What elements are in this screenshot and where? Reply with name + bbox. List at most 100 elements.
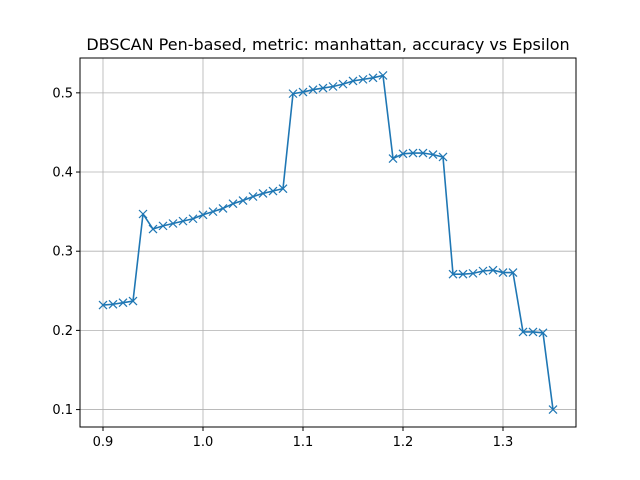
marker-stroke [378,70,388,80]
data-point-marker [248,192,258,201]
data-point-marker [438,152,448,162]
marker-stroke [388,154,398,163]
marker-stroke [488,265,498,275]
data-point-marker [168,219,178,228]
marker-stroke [98,300,108,310]
marker-stroke [328,82,338,91]
y-tick-label: 0.4 [52,166,73,181]
x-tick-label: 1.2 [393,435,414,450]
marker-stroke [408,148,418,158]
marker-stroke [418,148,428,158]
data-point-marker [428,150,438,160]
data-point-marker [128,296,138,306]
data-point-marker [98,300,108,310]
marker-stroke [308,85,318,95]
marker-stroke [428,150,438,160]
marker-stroke [168,219,178,228]
marker-stroke [118,298,128,308]
marker-stroke [468,268,478,278]
marker-stroke [398,149,408,159]
data-point-marker [368,73,378,83]
data-point-marker [538,328,548,338]
data-point-marker [338,79,348,89]
marker-stroke [538,328,548,338]
data-point-marker [518,327,528,337]
data-point-marker [188,214,198,224]
data-point-marker [348,76,358,86]
marker-stroke [108,299,118,309]
marker-stroke [228,199,238,209]
marker-stroke [128,296,138,306]
y-tick-label: 0.3 [52,245,73,260]
marker-stroke [158,221,168,231]
data-point-marker [498,268,508,278]
data-point-marker [118,298,128,308]
marker-stroke [208,207,218,217]
data-point-marker [298,87,308,97]
series-line [102,74,554,410]
marker-stroke [358,74,368,84]
data-point-marker [138,209,148,219]
marker-stroke [258,188,268,198]
data-point-marker [328,82,338,91]
data-point-marker [198,210,208,220]
data-point-marker [318,83,328,93]
data-point-marker [478,266,488,276]
data-point-marker [218,204,228,213]
data-point-marker [108,299,118,309]
marker-stroke [458,269,468,279]
marker-stroke [548,405,558,415]
marker-stroke [178,216,188,226]
marker-stroke [148,224,158,234]
y-tick-label: 0.2 [52,324,73,339]
marker-stroke [508,268,518,278]
marker-stroke [448,269,458,279]
axes [79,57,577,428]
marker-stroke [528,327,538,337]
data-point-marker [458,269,468,279]
data-point-marker [388,154,398,163]
marker-stroke [498,268,508,278]
data-series [98,70,558,415]
data-point-marker [468,268,478,278]
marker-stroke [248,192,258,201]
grid-lines [80,58,576,427]
data-point-marker [548,405,558,415]
data-point-marker [288,89,298,99]
marker-stroke [188,214,198,224]
data-point-marker [398,149,408,159]
marker-stroke [268,186,278,196]
marker-stroke [438,152,448,162]
data-point-marker [268,186,278,196]
x-tick-label: 1.0 [193,435,214,450]
data-point-marker [228,199,238,209]
y-axis-ticks: 0.1 0.2 0.3 0.4 0.5 [52,86,80,418]
data-point-marker [448,269,458,279]
data-point-marker [148,224,158,234]
marker-stroke [298,87,308,97]
data-point-marker [378,70,388,80]
marker-stroke [338,79,348,89]
data-point-marker [488,265,498,275]
data-point-marker [418,148,428,158]
chart-title: DBSCAN Pen-based, metric: manhattan, acc… [86,35,569,54]
plot-frame [79,57,577,428]
y-tick-label: 0.1 [52,403,73,418]
marker-stroke [478,266,488,276]
data-point-marker [508,268,518,278]
marker-stroke [518,327,528,337]
marker-stroke [138,209,148,219]
marker-stroke [218,204,228,213]
x-tick-label: 1.1 [293,435,314,450]
data-point-marker [258,188,268,198]
data-point-marker [238,196,248,205]
x-tick-label: 1.3 [493,435,514,450]
data-point-marker [308,85,318,95]
marker-stroke [368,73,378,83]
data-point-marker [358,74,368,84]
x-axis-ticks: 0.9 1.0 1.1 1.2 1.3 [93,427,514,450]
marker-stroke [278,184,288,194]
